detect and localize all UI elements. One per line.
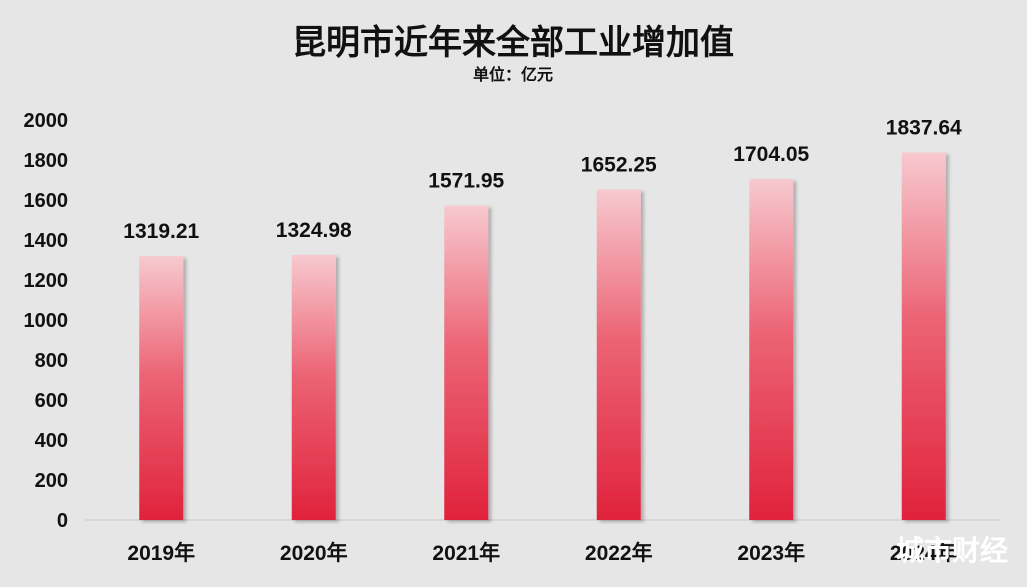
x-tick-label-3: 2022年 (585, 541, 653, 565)
y-tick-label: 1400 (24, 230, 69, 252)
bar-5 (901, 152, 946, 521)
x-tick-label-4: 2023年 (737, 541, 805, 565)
data-label-4: 1704.05 (733, 143, 809, 166)
bar-1 (291, 255, 336, 520)
y-axis: 0 200 400 600 800 1000 1200 1400 1600 1800 2000 (24, 110, 69, 532)
y-tick-label: 1000 (24, 310, 69, 332)
y-tick-label: 1200 (24, 270, 69, 292)
bar-3 (596, 189, 641, 521)
y-tick-label: 200 (35, 470, 68, 492)
data-labels: 1319.21 1324.98 1571.95 1652.25 1704.05 1837.… (123, 116, 962, 243)
x-axis: 2019年 2020年 2021年 2022年 2023年 2024年 (127, 541, 957, 565)
x-tick-label-5: 2024年 (890, 541, 958, 565)
y-tick-label: 400 (35, 430, 68, 452)
y-tick-label: 0 (57, 510, 68, 532)
data-label-3: 1652.25 (581, 154, 657, 177)
bar-2 (444, 205, 489, 521)
bar-0 (139, 256, 184, 520)
data-label-1: 1324.98 (276, 219, 352, 242)
y-tick-label: 600 (35, 390, 68, 412)
data-label-2: 1571.95 (428, 170, 504, 193)
watermark: 城市财经 (896, 534, 1008, 567)
y-tick-label: 800 (35, 350, 68, 372)
x-tick-label-0: 2019年 (127, 541, 195, 565)
data-label-0: 1319.21 (123, 220, 199, 243)
bar-4 (749, 179, 794, 520)
y-tick-label: 1600 (24, 190, 69, 212)
chart-title: 昆明市近年来全部工业增加值 (292, 23, 734, 63)
y-tick-label: 2000 (24, 110, 69, 132)
x-tick-label-1: 2020年 (280, 541, 348, 565)
y-tick-label: 1800 (24, 150, 69, 172)
bars (139, 152, 946, 521)
x-tick-label-2: 2021年 (432, 541, 500, 565)
data-label-5: 1837.64 (886, 116, 962, 139)
chart-subtitle: 单位：亿元 (473, 65, 553, 84)
